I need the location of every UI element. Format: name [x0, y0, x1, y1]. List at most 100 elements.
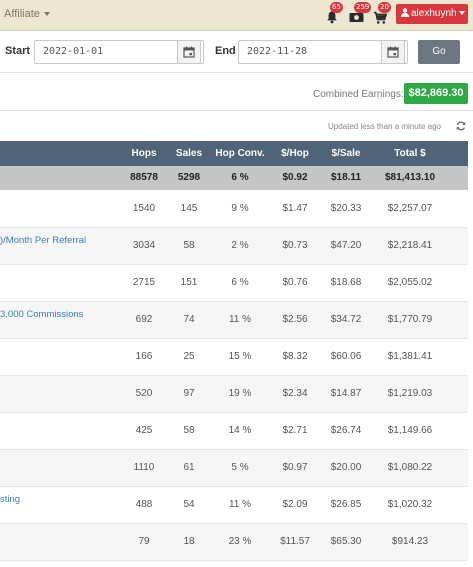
- cell-per-sale: $14.87: [330, 388, 362, 399]
- column-header-sales[interactable]: Sales: [175, 148, 203, 159]
- product-name-link[interactable]: )/Month Per Referral: [0, 235, 87, 246]
- combined-earnings-label: Combined Earnings:: [313, 89, 404, 100]
- cell-sales: 151: [180, 277, 198, 288]
- notifications-button[interactable]: 65: [325, 2, 343, 24]
- cell-per-hop: $2.56: [282, 314, 308, 325]
- cell-hop-conv: 9 %: [231, 203, 249, 214]
- cell-per-sale: $26.85: [330, 499, 362, 510]
- cell-hops: 3034: [132, 240, 156, 251]
- cell-hops: 488: [135, 499, 153, 510]
- cell-hop-conv: 14 %: [228, 425, 252, 436]
- cell-hop-conv: 19 %: [228, 388, 252, 399]
- divider: [0, 72, 473, 73]
- calendar-icon: [183, 46, 195, 58]
- cell-per-hop: $2.34: [282, 388, 308, 399]
- cart-button[interactable]: 20: [373, 2, 391, 24]
- cell-hop-conv: 5 %: [231, 462, 249, 473]
- cell-total: $1,149.66: [387, 425, 433, 436]
- cell-per-hop: $8.32: [282, 351, 308, 362]
- cell-per-hop: $0.97: [282, 462, 308, 473]
- table-totals-row: 88578 5298 6 % $0.92 $18.11 $81,413.10: [0, 166, 468, 190]
- cart-icon: [373, 11, 387, 24]
- column-header-total[interactable]: Total $: [394, 148, 426, 159]
- go-button[interactable]: Go: [418, 40, 460, 64]
- total-hop-conv: 6 %: [231, 172, 249, 183]
- table-header: Hops Sales Hop Conv. $/Hop $/Sale Total …: [0, 141, 468, 166]
- cell-sales: 145: [180, 203, 198, 214]
- table-row: )/Month Per Referral 3034 58 2 % $0.73 $…: [0, 228, 468, 265]
- cell-sales: 25: [183, 351, 195, 362]
- column-header-hops[interactable]: Hops: [131, 148, 157, 159]
- end-calendar-button[interactable]: [381, 40, 405, 64]
- cell-per-hop: $0.73: [282, 240, 308, 251]
- cell-sales: 58: [183, 240, 195, 251]
- cell-total: $1,770.79: [387, 314, 433, 325]
- earnings-button[interactable]: 259: [349, 2, 372, 24]
- cell-hops: 79: [138, 536, 150, 547]
- end-date-input[interactable]: 2022-11-28: [238, 40, 408, 64]
- start-date-input[interactable]: 2022-01-01: [34, 40, 204, 64]
- total-per-hop: $0.92: [282, 172, 308, 183]
- cell-sales: 61: [183, 462, 195, 473]
- start-calendar-button[interactable]: [177, 40, 201, 64]
- cell-per-hop: $0.76: [282, 277, 308, 288]
- cell-total: $2,055.02: [387, 277, 433, 288]
- table-row: sting 488 54 11 % $2.09 $26.85 $1,020.32: [0, 487, 468, 524]
- chevron-down-icon: [43, 12, 50, 17]
- cell-per-sale: $20.00: [330, 462, 362, 473]
- calendar-icon: [387, 46, 399, 58]
- cell-sales: 18: [183, 536, 195, 547]
- cell-sales: 97: [183, 388, 195, 399]
- column-header-hop-conv[interactable]: Hop Conv.: [215, 148, 265, 159]
- chevron-down-icon: [458, 11, 465, 16]
- table-row: 520 97 19 % $2.34 $14.87 $1,219.03: [0, 376, 468, 413]
- cell-total: $1,080.22: [387, 462, 433, 473]
- cell-hops: 520: [135, 388, 153, 399]
- cell-per-sale: $65.30: [330, 536, 362, 547]
- cell-total: $914.23: [391, 536, 429, 547]
- cell-hop-conv: 6 %: [231, 277, 249, 288]
- total-sales: 5298: [177, 172, 201, 183]
- notification-count-badge: 65: [330, 2, 343, 13]
- cell-per-sale: $60.06: [330, 351, 362, 362]
- product-name-link[interactable]: sting: [0, 494, 21, 505]
- cell-hop-conv: 23 %: [228, 536, 252, 547]
- cell-sales: 58: [183, 425, 195, 436]
- user-menu-button[interactable]: alexhuynh: [396, 4, 468, 24]
- affiliate-menu[interactable]: Affiliate: [4, 8, 50, 20]
- user-icon: [401, 8, 409, 17]
- column-header-per-hop[interactable]: $/Hop: [281, 148, 309, 159]
- cell-sales: 74: [183, 314, 195, 325]
- cell-hops: 692: [135, 314, 153, 325]
- affiliate-menu-label: Affiliate: [4, 8, 40, 20]
- divider: [0, 110, 473, 111]
- refresh-icon[interactable]: [456, 121, 466, 131]
- cell-hops: 425: [135, 425, 153, 436]
- bell-icon: [327, 11, 337, 24]
- cell-per-sale: $34.72: [330, 314, 362, 325]
- column-header-per-sale[interactable]: $/Sale: [331, 148, 361, 159]
- total-earnings: $81,413.10: [384, 172, 436, 183]
- table-row: 79 18 23 % $11.57 $65.30 $914.23: [0, 524, 468, 561]
- cell-per-sale: $18.68: [330, 277, 362, 288]
- start-label: Start: [5, 45, 31, 57]
- cell-hops: 1110: [133, 462, 155, 473]
- table-row: 425 58 14 % $2.71 $26.74 $1,149.66: [0, 413, 468, 450]
- cell-hop-conv: 11 %: [228, 499, 252, 510]
- product-name-link[interactable]: 3,000 Commissions: [0, 309, 84, 320]
- cell-hops: 1540: [132, 203, 156, 214]
- total-hops: 88578: [130, 172, 158, 183]
- cell-total: $2,257.07: [387, 203, 433, 214]
- cell-per-hop: $2.09: [282, 499, 308, 510]
- table-row: 3,000 Commissions 692 74 11 % $2.56 $34.…: [0, 302, 468, 339]
- cell-total: $1,219.03: [387, 388, 433, 399]
- combined-earnings-value: $82,869.30: [404, 83, 468, 104]
- table-row: 1110 61 5 % $0.97 $20.00 $1,080.22: [0, 450, 468, 487]
- cell-per-hop: $1.47: [282, 203, 308, 214]
- cell-hops: 2715: [132, 277, 156, 288]
- earnings-count-badge: 259: [354, 2, 372, 13]
- cell-hop-conv: 15 %: [228, 351, 252, 362]
- user-name: alexhuynh: [411, 8, 457, 19]
- table-row: 1540 145 9 % $1.47 $20.33 $2,257.07: [0, 191, 468, 228]
- cell-hop-conv: 11 %: [228, 314, 252, 325]
